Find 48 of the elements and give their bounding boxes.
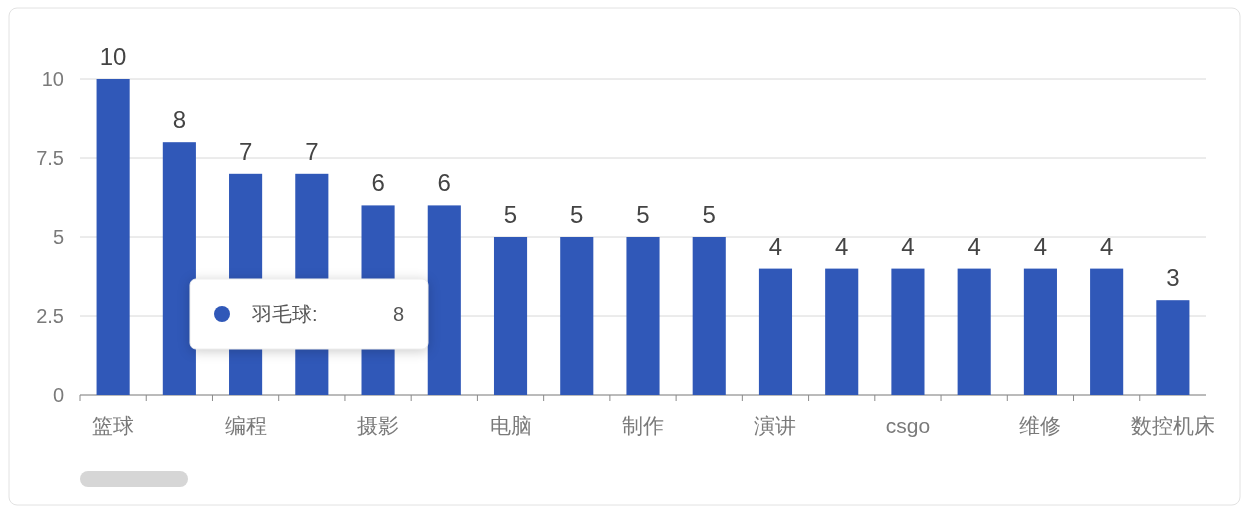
x-tick-label: 演讲 [754, 414, 797, 437]
bar [1023, 268, 1057, 395]
data-label: 4 [1033, 232, 1048, 260]
data-label: 4 [967, 232, 981, 260]
data-label: 5 [702, 201, 716, 228]
tooltip: 羽毛球: 8 [189, 278, 429, 350]
data-label: 7 [238, 137, 253, 165]
annotation: 羽毛球: [251, 303, 318, 325]
bar [427, 205, 461, 395]
data-label: 4 [901, 232, 915, 260]
bar [493, 237, 528, 395]
x-tick-label: 制作 [622, 414, 664, 437]
x-tick-label: 摄影 [357, 414, 400, 437]
data-label: 8 [172, 106, 187, 134]
y-tick-label: 5 [52, 226, 64, 248]
x-tick-label: 数控机床 [1130, 414, 1215, 437]
y-tick-label: 7.5 [36, 147, 64, 169]
x-tick-label: csgo [885, 414, 931, 437]
data-label: 6 [371, 169, 385, 197]
annotation: 8 [392, 303, 404, 325]
bar [758, 268, 793, 395]
bar [162, 142, 196, 395]
data-label: 4 [768, 232, 783, 260]
bar [692, 237, 726, 395]
bar [626, 237, 660, 395]
bar [957, 268, 991, 395]
data-label: 5 [570, 201, 584, 228]
bar [1090, 268, 1124, 395]
x-tick-label: 电脑 [489, 414, 532, 437]
y-tick-label: 2.5 [36, 305, 64, 327]
data-label: 10 [99, 43, 127, 70]
y-tick-label: 0 [52, 384, 64, 406]
data-label: 5 [636, 201, 650, 228]
bar [96, 79, 130, 395]
x-tick-label: 篮球 [92, 414, 135, 437]
bar [560, 237, 594, 395]
data-label: 7 [305, 137, 319, 165]
data-label: 6 [437, 169, 451, 197]
data-label: 5 [503, 201, 518, 228]
x-tick-label: 编程 [224, 414, 267, 437]
data-label: 4 [1099, 232, 1114, 260]
x-tick-label: 维修 [1019, 414, 1062, 437]
y-tick-label: 10 [41, 68, 64, 90]
bar [1156, 300, 1190, 395]
data-label: 4 [835, 232, 849, 260]
bar [891, 268, 925, 395]
bar [825, 268, 859, 395]
data-label: 3 [1166, 264, 1180, 292]
